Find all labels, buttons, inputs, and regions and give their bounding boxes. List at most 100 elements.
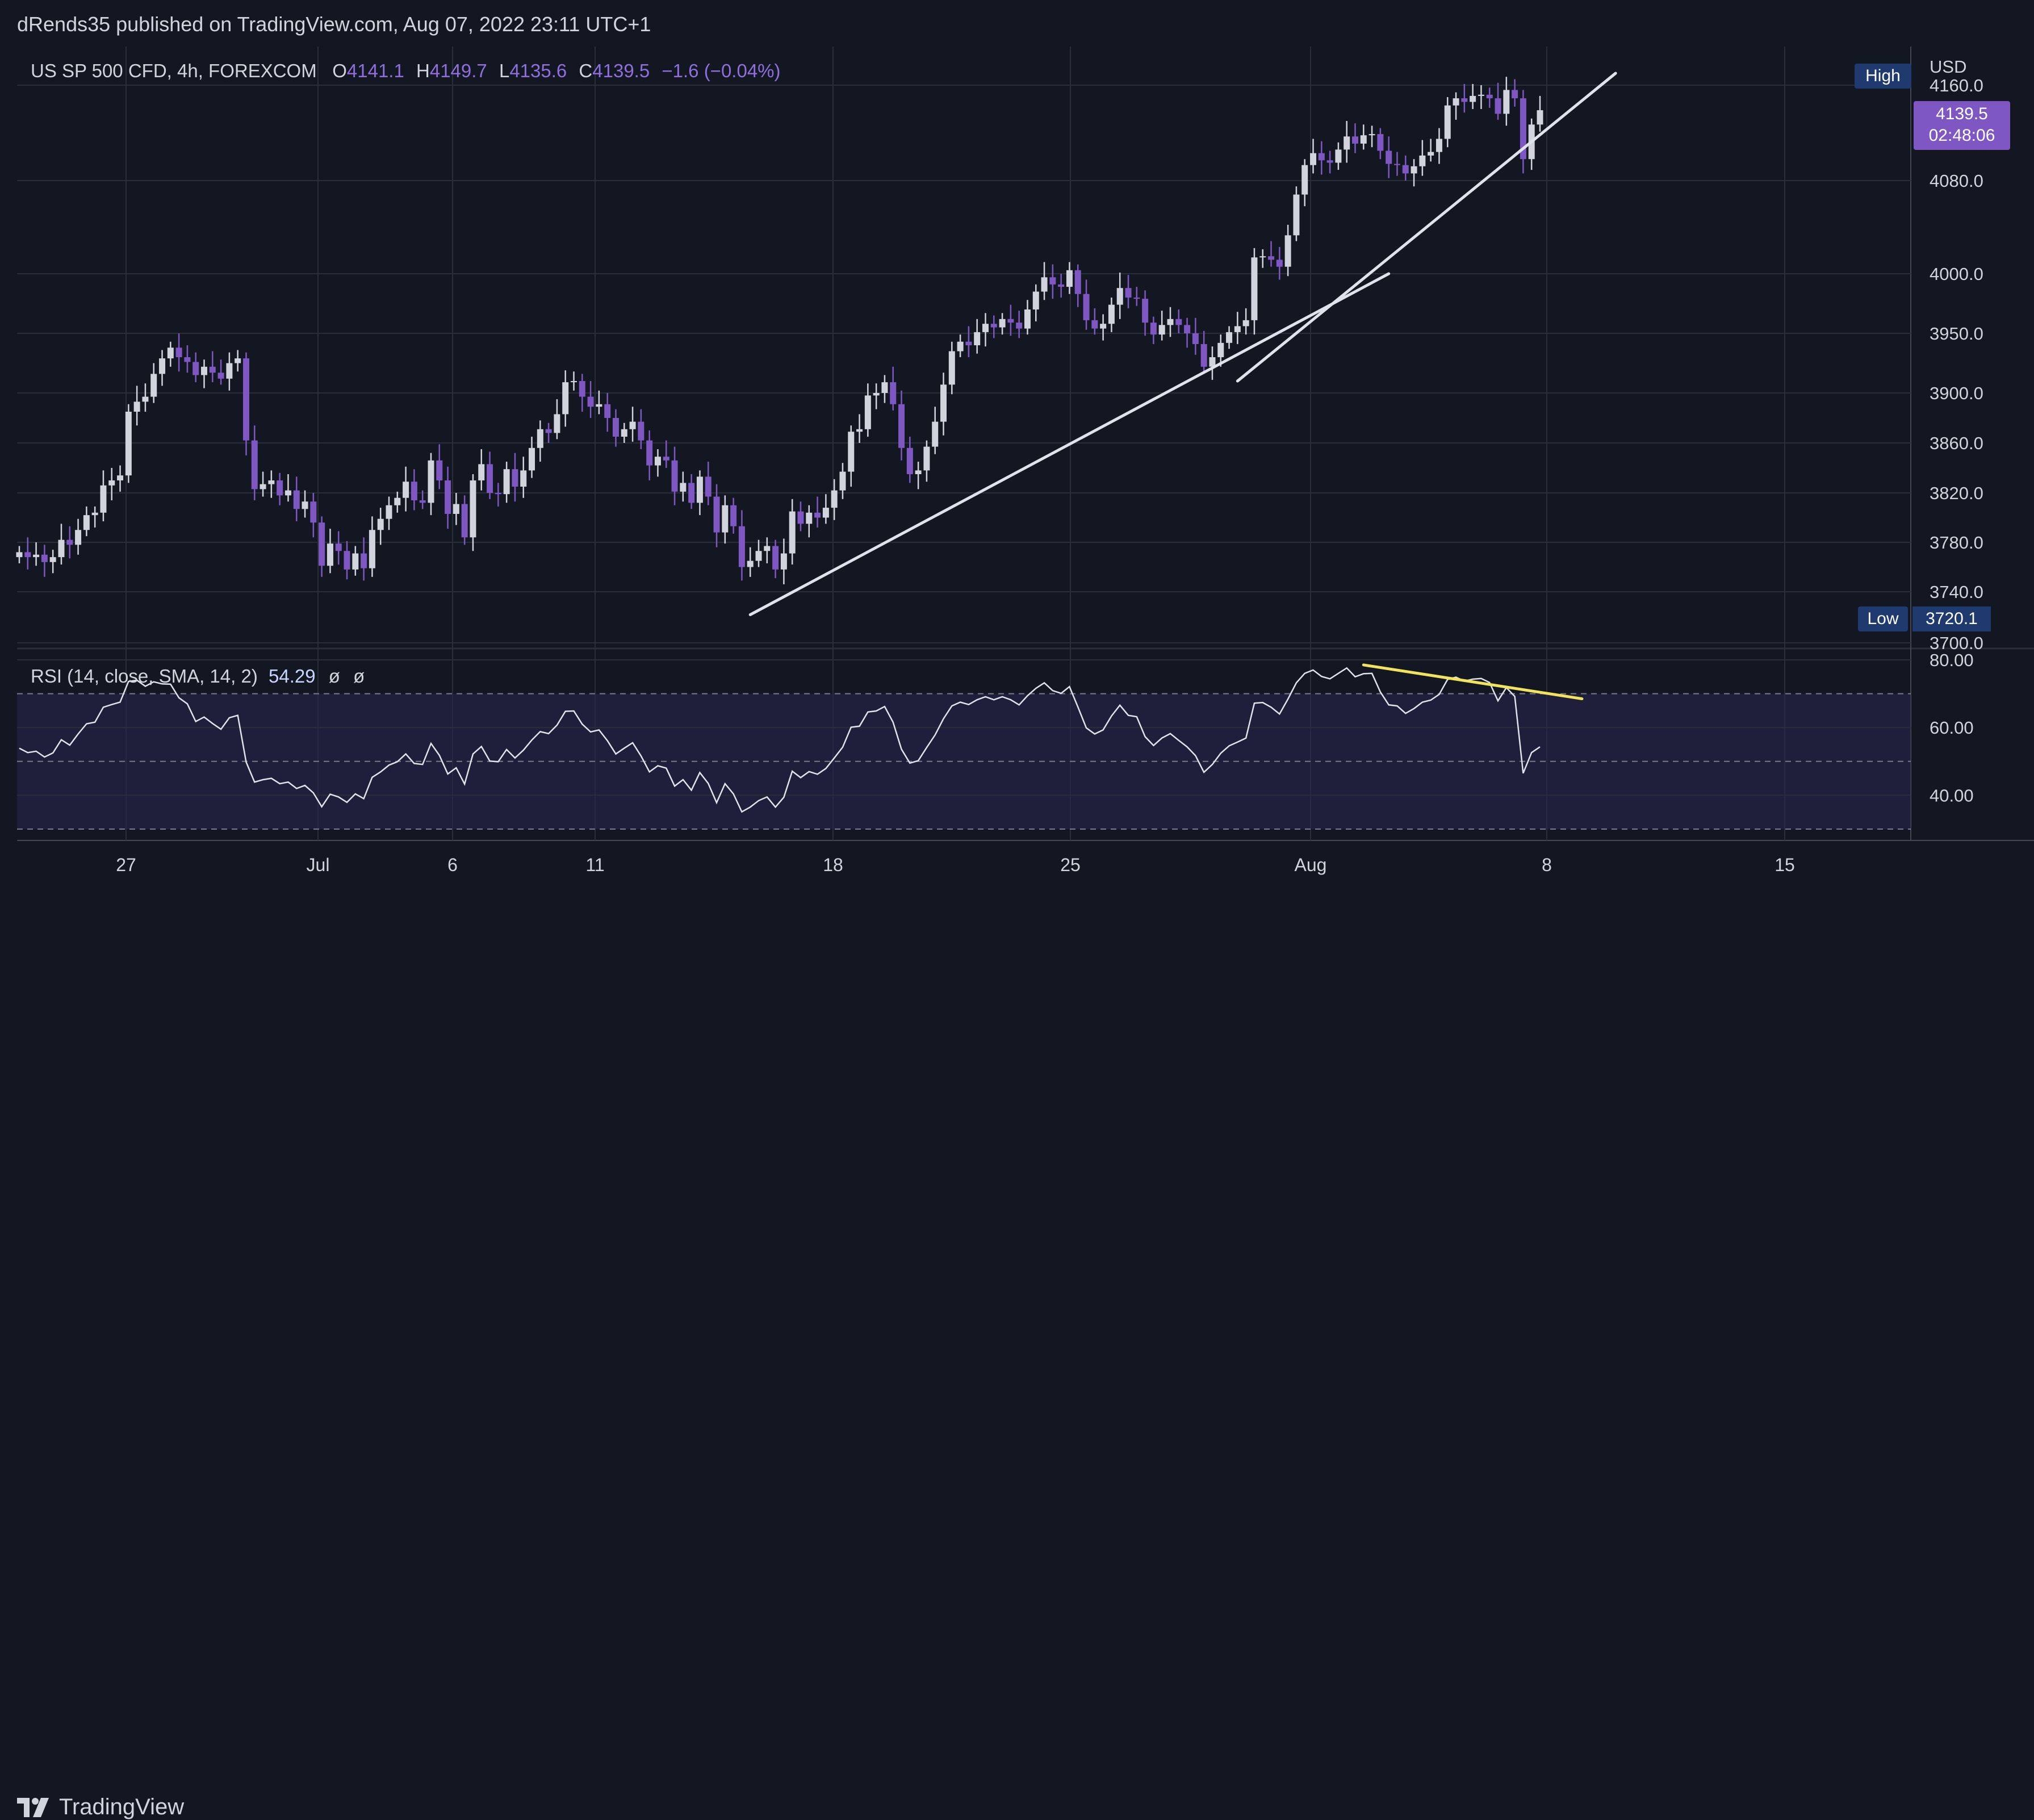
y-tick-6: 3820.0	[1930, 483, 1983, 503]
candle-body-86	[738, 526, 745, 567]
candle-4	[49, 550, 56, 574]
candle-164	[1393, 152, 1400, 176]
low-value: 4135.6	[509, 60, 567, 81]
candle-body-30	[268, 480, 275, 484]
candle-body-31	[277, 480, 283, 496]
candle-body-18	[167, 348, 174, 359]
candle-110	[940, 373, 947, 436]
candle-169	[1435, 128, 1442, 164]
tradingview-logo[interactable]: TradingView	[17, 1794, 184, 1820]
candle-body-52	[453, 504, 459, 514]
candle-60	[520, 457, 527, 498]
candle-25	[226, 352, 233, 391]
candle-127	[1083, 279, 1090, 330]
brand-name: TradingView	[59, 1794, 185, 1819]
candle-29	[260, 471, 266, 497]
candle-112	[957, 334, 964, 357]
candle-body-23	[209, 366, 216, 373]
candle-144	[1226, 326, 1233, 349]
candle-body-174	[1478, 94, 1484, 96]
candle-body-95	[814, 512, 821, 518]
candle-181	[1537, 95, 1543, 132]
candle-104	[890, 366, 897, 411]
candle-body-137	[1167, 319, 1174, 325]
candle-body-147	[1251, 257, 1258, 320]
candle-90	[772, 539, 779, 579]
candle-93	[797, 501, 804, 532]
candle-body-46	[403, 482, 409, 498]
candle-body-166	[1411, 166, 1417, 174]
candle-151	[1284, 224, 1291, 277]
candle-body-2	[33, 554, 40, 558]
candle-67	[579, 374, 585, 412]
candle-153	[1301, 159, 1308, 207]
candle-body-99	[848, 432, 855, 472]
rsi-legend[interactable]: RSI (14, close, SMA, 14, 2) 54.29 ø ø	[31, 666, 365, 687]
candle-102	[873, 383, 880, 409]
candle-18	[167, 341, 174, 367]
candle-56	[487, 451, 493, 499]
candle-body-142	[1209, 357, 1216, 367]
y-tick-7: 3780.0	[1930, 533, 1983, 553]
chart-canvas[interactable]: 27 Jul 6 11 18 25 Aug 8 15 4160.0 4080.0 4000.0 3950…	[0, 0, 2034, 890]
axes: 27 Jul 6 11 18 25 Aug 8 15 4160.0 4080.0 4000.0 3950…	[116, 57, 1983, 875]
candle-body-135	[1150, 323, 1157, 335]
candle-157	[1335, 142, 1342, 170]
candle-113	[965, 326, 972, 357]
candle-body-150	[1276, 260, 1283, 267]
candle-body-131	[1116, 288, 1123, 305]
candle-114	[974, 319, 981, 354]
candle-107	[915, 462, 922, 489]
candle-body-172	[1461, 98, 1468, 102]
candle-146	[1242, 308, 1249, 335]
candle-11	[108, 468, 115, 501]
candle-body-145	[1234, 326, 1241, 332]
candle-65	[562, 370, 569, 427]
candle-10	[100, 470, 107, 522]
candle-55	[478, 449, 485, 491]
candle-body-126	[1074, 270, 1081, 294]
candle-145	[1234, 312, 1241, 344]
candle-body-162	[1377, 134, 1384, 151]
candle-2	[33, 542, 40, 566]
candle-174	[1478, 85, 1484, 109]
candle-82	[705, 462, 712, 505]
candle-body-6	[66, 539, 73, 545]
candle-103	[881, 375, 888, 403]
candle-body-154	[1310, 153, 1317, 165]
candle-body-144	[1226, 332, 1233, 343]
candle-139	[1184, 317, 1191, 348]
candle-160	[1360, 124, 1367, 150]
candle-body-79	[680, 483, 687, 492]
candle-body-93	[797, 511, 804, 524]
candle-108	[923, 440, 930, 482]
candle-body-97	[831, 490, 838, 508]
candle-body-164	[1393, 164, 1400, 165]
candle-115	[982, 313, 989, 347]
current-price: 4139.5	[1936, 104, 1988, 123]
candle-32	[284, 474, 291, 502]
y-tick-8: 3740.0	[1930, 582, 1983, 602]
candle-body-66	[571, 381, 577, 383]
symbol-legend[interactable]: US SP 500 CFD, 4h, FOREXCOM O4141.1 H414…	[31, 60, 788, 82]
candle-body-71	[612, 418, 619, 437]
candle-body-155	[1318, 153, 1325, 161]
high-value: 4149.7	[429, 60, 487, 81]
candle-body-3	[41, 554, 48, 562]
candle-128	[1091, 308, 1098, 335]
candle-71	[612, 409, 619, 447]
candle-123	[1049, 264, 1056, 299]
candle-body-37	[327, 543, 333, 566]
candle-177	[1503, 77, 1510, 126]
candle-body-170	[1444, 105, 1451, 139]
candle-89	[764, 537, 771, 563]
candle-27	[242, 352, 249, 455]
candle-43	[377, 508, 384, 545]
open-label: O	[332, 60, 347, 81]
candle-51	[445, 466, 451, 529]
candle-143	[1217, 334, 1224, 367]
candle-body-36	[319, 522, 325, 566]
x-tick-7: 8	[1542, 855, 1552, 875]
candle-131	[1116, 272, 1123, 319]
candle-57	[495, 483, 501, 507]
